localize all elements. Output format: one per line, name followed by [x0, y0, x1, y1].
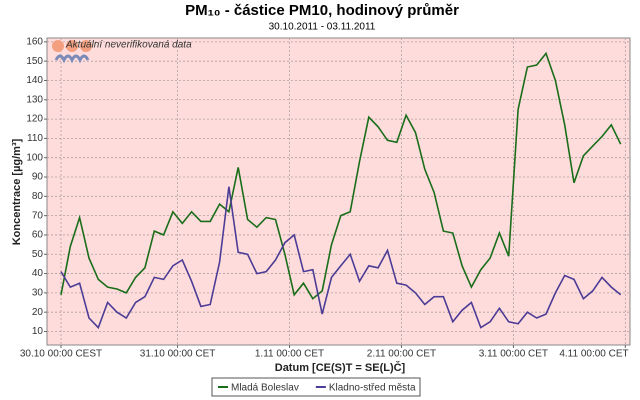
y-tick-label: 120	[26, 114, 43, 125]
y-tick-label: 100	[26, 152, 43, 163]
x-tick-label: 3.11 00:00 CET	[479, 349, 548, 360]
y-tick-label: 80	[32, 191, 44, 202]
y-axis-label: Koncentrace [µg/m³]	[11, 138, 23, 245]
y-tick-label: 70	[32, 210, 44, 221]
x-axis-label: Datum [CE(S)T = SE(L)Č]	[275, 361, 406, 374]
chart-title: PM₁₀ - částice PM10, hodinový průměr	[185, 2, 459, 19]
x-tick-label: 1.11 00:00 CET	[255, 349, 324, 360]
y-tick-label: 30	[32, 288, 44, 299]
x-tick-label: 4.11 00:00 CET	[559, 349, 628, 360]
x-tick-label: 2.11 00:00 CET	[367, 349, 436, 360]
y-tick-label: 20	[32, 307, 44, 318]
annotation-icon	[80, 40, 92, 52]
y-tick-label: 110	[27, 133, 43, 144]
annotation-icon	[52, 40, 64, 52]
y-tick-label: 10	[32, 326, 44, 337]
y-tick-label: 90	[32, 172, 44, 183]
x-tick-label: 31.10 00:00 CET	[140, 349, 216, 360]
y-tick-label: 160	[26, 37, 43, 48]
legend-label: Kladno-střed města	[329, 383, 416, 394]
annotation-icon	[66, 40, 78, 52]
annotation: Aktuální neverifikovaná data	[65, 40, 192, 51]
plot-area	[46, 37, 631, 346]
y-tick-label: 140	[26, 75, 43, 86]
y-tick-label: 130	[26, 94, 43, 105]
legend-label: Mladá Boleslav	[231, 383, 299, 394]
series-line	[60, 51, 622, 300]
y-tick-label: 50	[32, 249, 44, 260]
y-tick-label: 150	[26, 56, 43, 67]
x-tick-label: 30.10 00:00 CEST	[20, 349, 102, 360]
series-line	[60, 186, 622, 330]
y-tick-label: 40	[32, 268, 44, 279]
annotation-icon	[54, 54, 90, 64]
y-tick-label: 60	[32, 230, 44, 241]
chart-subtitle: 30.10.2011 - 03.11.2011	[269, 22, 376, 33]
